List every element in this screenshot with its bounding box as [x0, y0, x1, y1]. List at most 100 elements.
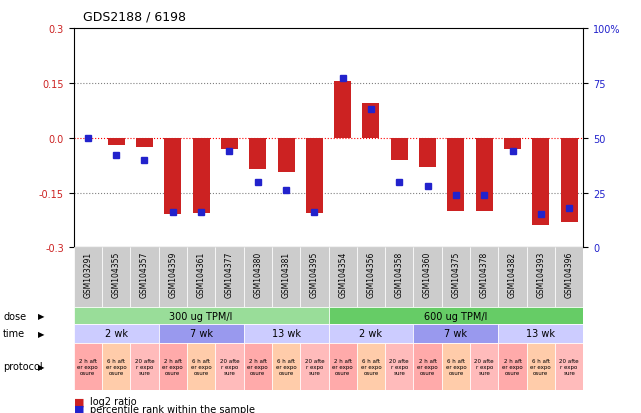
FancyBboxPatch shape: [244, 248, 272, 308]
FancyBboxPatch shape: [470, 248, 499, 308]
Bar: [221, 138, 238, 149]
Text: GSM104361: GSM104361: [197, 251, 206, 297]
Text: ▶: ▶: [38, 311, 45, 320]
Bar: [391, 138, 408, 160]
Text: GSM104360: GSM104360: [423, 251, 432, 297]
FancyBboxPatch shape: [329, 324, 413, 343]
Text: GSM104378: GSM104378: [479, 251, 488, 297]
Text: 6 h aft
er expo
osure: 6 h aft er expo osure: [361, 358, 381, 375]
FancyBboxPatch shape: [357, 343, 385, 390]
FancyBboxPatch shape: [187, 248, 215, 308]
Text: GSM104356: GSM104356: [367, 251, 376, 297]
FancyBboxPatch shape: [215, 343, 244, 390]
Text: GDS2188 / 6198: GDS2188 / 6198: [83, 10, 187, 23]
Text: 20 afte
r expo
sure: 20 afte r expo sure: [304, 358, 324, 375]
Text: GSM104375: GSM104375: [451, 251, 460, 297]
Text: GSM104381: GSM104381: [281, 251, 290, 297]
Bar: [108, 138, 125, 146]
FancyBboxPatch shape: [385, 343, 413, 390]
Text: 6 h aft
er expo
osure: 6 h aft er expo osure: [531, 358, 551, 375]
Text: 2 h aft
er expo
osure: 2 h aft er expo osure: [417, 358, 438, 375]
Text: 2 h aft
er expo
osure: 2 h aft er expo osure: [332, 358, 353, 375]
FancyBboxPatch shape: [385, 248, 413, 308]
Text: ■: ■: [74, 404, 84, 413]
Text: GSM104396: GSM104396: [565, 251, 574, 297]
FancyBboxPatch shape: [272, 248, 300, 308]
Text: GSM104359: GSM104359: [169, 251, 178, 297]
FancyBboxPatch shape: [272, 343, 300, 390]
Text: 6 h aft
er expo
osure: 6 h aft er expo osure: [276, 358, 296, 375]
Text: protocol: protocol: [3, 361, 43, 372]
Text: 13 wk: 13 wk: [272, 328, 301, 339]
Text: 2 h aft
er expo
osure: 2 h aft er expo osure: [502, 358, 523, 375]
Text: 7 wk: 7 wk: [444, 328, 467, 339]
Bar: [363, 104, 379, 138]
Text: GSM104395: GSM104395: [310, 251, 319, 297]
Text: 2 h aft
er expo
osure: 2 h aft er expo osure: [78, 358, 98, 375]
Text: 600 ug TPM/l: 600 ug TPM/l: [424, 311, 488, 321]
Text: 13 wk: 13 wk: [526, 328, 555, 339]
FancyBboxPatch shape: [130, 248, 159, 308]
FancyBboxPatch shape: [215, 248, 244, 308]
Bar: [532, 138, 549, 226]
Text: 20 afte
r expo
sure: 20 afte r expo sure: [135, 358, 154, 375]
FancyBboxPatch shape: [329, 308, 583, 324]
Text: 6 h aft
er expo
osure: 6 h aft er expo osure: [106, 358, 126, 375]
Text: 6 h aft
er expo
osure: 6 h aft er expo osure: [191, 358, 212, 375]
FancyBboxPatch shape: [555, 248, 583, 308]
FancyBboxPatch shape: [329, 248, 357, 308]
Bar: [476, 138, 493, 211]
Text: dose: dose: [3, 311, 26, 321]
Text: GSM104358: GSM104358: [395, 251, 404, 297]
FancyBboxPatch shape: [329, 343, 357, 390]
FancyBboxPatch shape: [102, 248, 130, 308]
FancyBboxPatch shape: [244, 324, 329, 343]
FancyBboxPatch shape: [130, 343, 159, 390]
FancyBboxPatch shape: [470, 343, 499, 390]
Text: GSM104382: GSM104382: [508, 251, 517, 297]
FancyBboxPatch shape: [244, 343, 272, 390]
Text: GSM104377: GSM104377: [225, 251, 234, 297]
FancyBboxPatch shape: [74, 308, 329, 324]
FancyBboxPatch shape: [442, 248, 470, 308]
Bar: [447, 138, 464, 211]
Text: 300 ug TPM/l: 300 ug TPM/l: [169, 311, 233, 321]
Bar: [193, 138, 210, 213]
FancyBboxPatch shape: [102, 343, 130, 390]
Bar: [249, 138, 266, 169]
Text: 20 afte
r expo
sure: 20 afte r expo sure: [560, 358, 579, 375]
FancyBboxPatch shape: [74, 324, 159, 343]
Bar: [136, 138, 153, 147]
FancyBboxPatch shape: [499, 324, 583, 343]
FancyBboxPatch shape: [187, 343, 215, 390]
FancyBboxPatch shape: [499, 343, 527, 390]
Text: ■: ■: [74, 396, 84, 406]
Bar: [561, 138, 578, 222]
FancyBboxPatch shape: [413, 248, 442, 308]
FancyBboxPatch shape: [555, 343, 583, 390]
Text: 2 wk: 2 wk: [104, 328, 128, 339]
FancyBboxPatch shape: [527, 343, 555, 390]
Text: GSM103291: GSM103291: [83, 251, 92, 297]
FancyBboxPatch shape: [74, 248, 102, 308]
Bar: [278, 138, 294, 173]
FancyBboxPatch shape: [159, 248, 187, 308]
FancyBboxPatch shape: [74, 343, 102, 390]
Text: time: time: [3, 328, 26, 339]
FancyBboxPatch shape: [159, 324, 244, 343]
Bar: [334, 82, 351, 138]
Bar: [306, 138, 323, 213]
Text: 20 afte
r expo
sure: 20 afte r expo sure: [220, 358, 239, 375]
Bar: [419, 138, 436, 168]
FancyBboxPatch shape: [357, 248, 385, 308]
FancyBboxPatch shape: [442, 343, 470, 390]
Text: 2 wk: 2 wk: [360, 328, 383, 339]
Bar: [164, 138, 181, 215]
Text: 2 h aft
er expo
osure: 2 h aft er expo osure: [162, 358, 183, 375]
Text: ▶: ▶: [38, 329, 45, 338]
Text: percentile rank within the sample: percentile rank within the sample: [90, 404, 254, 413]
FancyBboxPatch shape: [527, 248, 555, 308]
Text: GSM104357: GSM104357: [140, 251, 149, 297]
Text: log2 ratio: log2 ratio: [90, 396, 137, 406]
FancyBboxPatch shape: [413, 324, 499, 343]
